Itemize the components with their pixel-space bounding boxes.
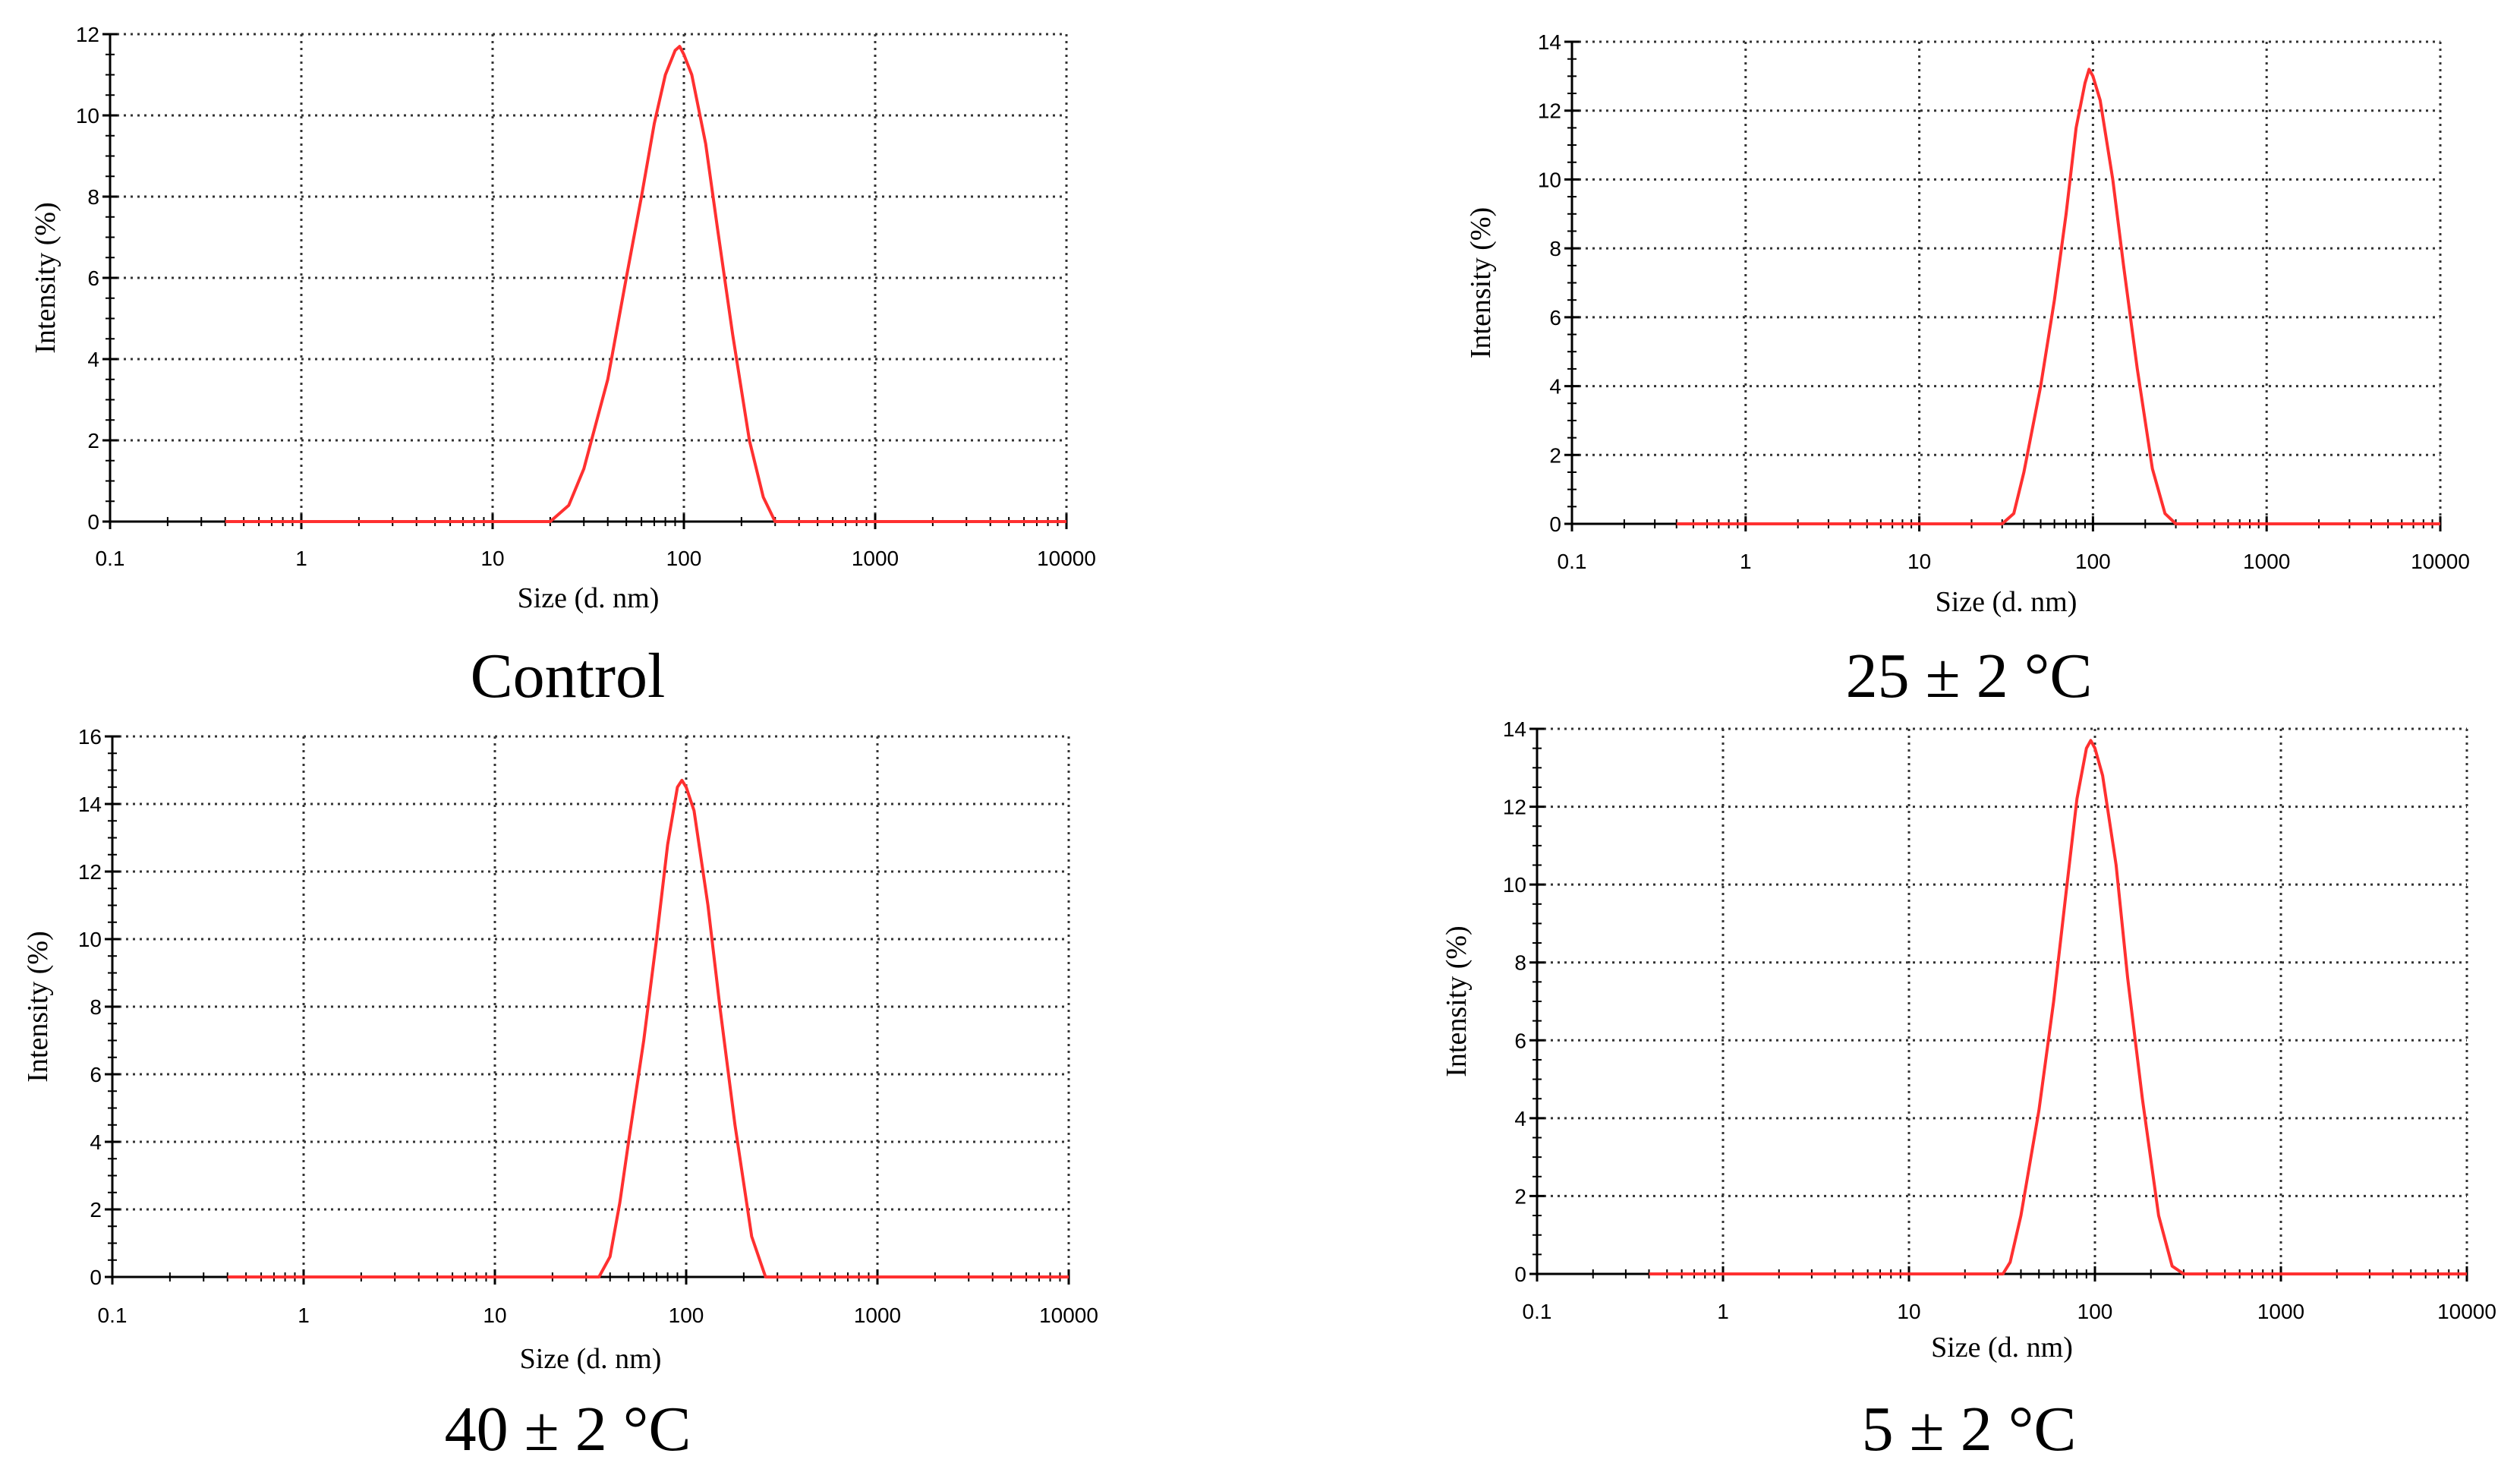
x-tick-label: 1 xyxy=(295,547,307,570)
x-tick-label: 1000 xyxy=(854,1304,901,1327)
x-tick-label: 0.1 xyxy=(96,547,125,570)
x-axis-title: Size (d. nm) xyxy=(518,582,660,614)
chart-panel-3: 0.1 1 10 100 1000 10000 0 2 4 6 8 10 12 14 16 Size (d. … xyxy=(22,725,1098,1464)
y-tick-label: 8 xyxy=(1549,237,1561,260)
y-tick-label: 6 xyxy=(1549,306,1561,329)
x-tick-label: 0.1 xyxy=(1558,550,1587,573)
y-tick-label: 10 xyxy=(1503,873,1526,897)
y-tick-label: 2 xyxy=(1549,443,1561,467)
grid xyxy=(109,33,1068,523)
y-tick-label: 14 xyxy=(78,793,102,816)
x-tick-label: 10 xyxy=(1897,1300,1920,1323)
y-tick-label: 12 xyxy=(1503,796,1526,819)
y-tick-label: 0 xyxy=(87,510,99,534)
y-axis-title: Intensity (%) xyxy=(30,202,61,353)
x-tick-label: 10000 xyxy=(2437,1300,2496,1323)
chart-panel-1: 0.1 1 10 100 1000 10000 0 2 4 6 8 10 12 Size (d. nm) I… xyxy=(30,23,1096,711)
x-tick-label: 10 xyxy=(480,547,504,570)
panel-caption: 40 ± 2 °C xyxy=(445,1394,691,1464)
x-tick-label: 1000 xyxy=(2243,550,2290,573)
chart-panel-2: 0.1 1 10 100 1000 10000 0 2 4 6 8 10 12 14 Size (d. nm… xyxy=(1465,30,2470,711)
y-tick-label: 8 xyxy=(87,185,99,209)
x-tick-label: 0.1 xyxy=(1523,1300,1552,1323)
x-axis-title: Size (d. nm) xyxy=(1936,586,2077,618)
x-tick-label: 100 xyxy=(669,1304,704,1327)
y-tick-label: 10 xyxy=(78,928,102,951)
grid xyxy=(1536,727,2468,1275)
y-tick-label: 4 xyxy=(87,348,99,371)
x-tick-label: 10000 xyxy=(1037,547,1096,570)
y-tick-label: 12 xyxy=(78,860,102,884)
y-tick-label: 0 xyxy=(90,1266,102,1289)
y-tick-label: 2 xyxy=(1514,1184,1526,1208)
y-tick-label: 2 xyxy=(87,429,99,452)
y-tick-label: 10 xyxy=(1538,168,1561,191)
series-line xyxy=(1676,68,2440,525)
y-tick-label: 8 xyxy=(90,995,102,1019)
y-tick-label: 6 xyxy=(1514,1029,1526,1052)
panel-caption: 5 ± 2 °C xyxy=(1862,1394,2077,1464)
y-axis-title: Intensity (%) xyxy=(22,931,54,1082)
x-axis-title: Size (d. nm) xyxy=(520,1343,662,1375)
series-line xyxy=(225,45,1066,523)
grid xyxy=(1570,40,2442,525)
y-tick-label: 12 xyxy=(1538,99,1561,123)
series-line xyxy=(227,778,1069,1278)
chart-panel-4: 0.1 1 10 100 1000 10000 0 2 4 6 8 10 12 14 Size (d. nm… xyxy=(1441,717,2496,1464)
x-tick-label: 100 xyxy=(2075,550,2111,573)
y-tick-label: 16 xyxy=(78,725,102,749)
y-tick-label: 2 xyxy=(90,1198,102,1222)
panel-caption: 25 ± 2 °C xyxy=(1846,641,2093,711)
y-tick-label: 4 xyxy=(90,1130,102,1154)
y-tick-label: 12 xyxy=(76,23,99,46)
y-tick-label: 6 xyxy=(90,1063,102,1086)
x-tick-label: 1 xyxy=(298,1304,310,1327)
y-tick-label: 0 xyxy=(1514,1263,1526,1286)
x-tick-label: 100 xyxy=(666,547,702,570)
y-tick-label: 0 xyxy=(1549,512,1561,536)
x-tick-label: 1000 xyxy=(852,547,899,570)
y-tick-label: 10 xyxy=(76,104,99,128)
x-tick-label: 10000 xyxy=(2411,550,2470,573)
y-tick-label: 14 xyxy=(1538,30,1561,54)
y-tick-label: 4 xyxy=(1514,1107,1526,1130)
x-tick-label: 10000 xyxy=(1039,1304,1098,1327)
x-tick-label: 10 xyxy=(483,1304,506,1327)
y-tick-label: 8 xyxy=(1514,951,1526,975)
x-axis-title: Size (d. nm) xyxy=(1931,1332,2073,1364)
x-tick-label: 1 xyxy=(1740,550,1752,573)
y-tick-label: 4 xyxy=(1549,375,1561,399)
grid xyxy=(111,735,1070,1278)
series-line xyxy=(1649,739,2467,1275)
y-axis-title: Intensity (%) xyxy=(1441,925,1473,1077)
x-tick-label: 0.1 xyxy=(98,1304,128,1327)
y-tick-label: 14 xyxy=(1503,717,1526,741)
x-tick-label: 1000 xyxy=(2257,1300,2304,1323)
y-axis-title: Intensity (%) xyxy=(1465,207,1497,358)
x-tick-label: 10 xyxy=(1907,550,1931,573)
x-tick-label: 100 xyxy=(2077,1300,2113,1323)
panel-caption: Control xyxy=(471,641,666,711)
x-tick-label: 1 xyxy=(1717,1300,1729,1323)
y-tick-label: 6 xyxy=(87,266,99,290)
